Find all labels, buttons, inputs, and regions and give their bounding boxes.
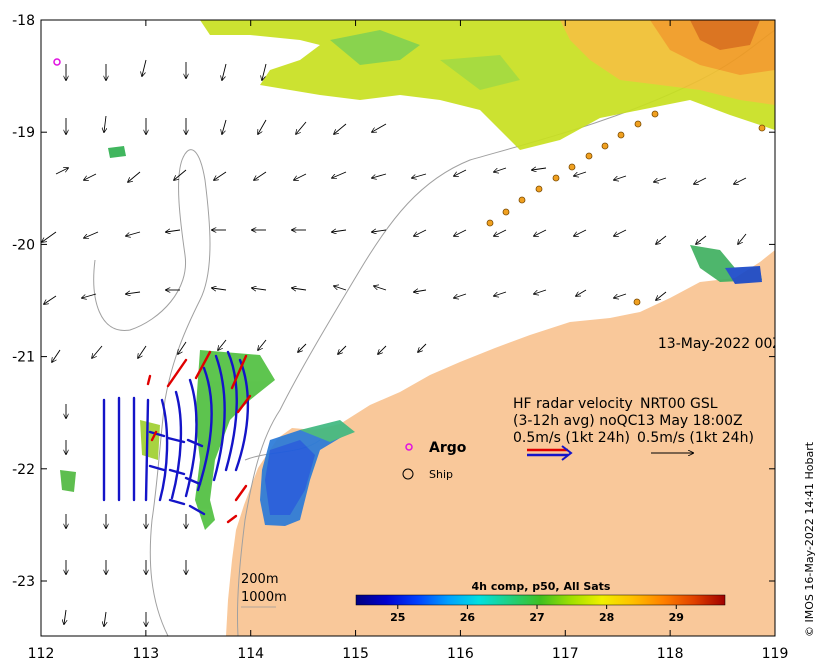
- colorbar-tick-label: 26: [460, 611, 476, 624]
- y-tick-label: -21: [12, 350, 35, 366]
- y-tick-label: -20: [12, 237, 35, 253]
- x-tick-label: 112: [28, 646, 55, 662]
- x-tick-label: 117: [552, 646, 579, 662]
- x-tick-label: 116: [447, 646, 474, 662]
- nrt-legend-time: 13 May 18:00Z: [637, 413, 743, 429]
- land-mass: [226, 250, 775, 636]
- colorbar-tick-label: 28: [599, 611, 614, 624]
- colorbar-tick-label: 29: [669, 611, 684, 624]
- y-tick-label: -18: [12, 13, 35, 29]
- radar-legend-speed: 0.5m/s (1kt 24h): [513, 430, 630, 446]
- argo-float-marker: [53, 58, 61, 66]
- y-axis: -18 -19 -20 -21 -22 -23: [12, 13, 775, 590]
- velocity-legend: HF radar velocity NRT00 GSL (3-12h avg) …: [402, 396, 754, 481]
- contour-200m-label: 200m: [241, 572, 278, 587]
- sst-colorbar: 4h comp, p50, All Sats 25 26 27 28 29: [355, 580, 726, 624]
- argo-legend-label: Argo: [429, 440, 467, 456]
- nrt-legend-title: NRT00 GSL: [640, 396, 718, 412]
- contour-1000m-label: 1000m: [241, 590, 287, 605]
- hf-radar-vectors: [102, 350, 252, 524]
- timestamp: 13-May-2022 00Z: [658, 336, 782, 352]
- y-tick-label: -23: [12, 574, 35, 590]
- ship-legend-label: Ship: [429, 468, 453, 481]
- colorbar-tick-label: 25: [390, 611, 405, 624]
- nrt-legend-speed: 0.5m/s (1kt 24h): [637, 430, 754, 446]
- x-tick-label: 118: [657, 646, 684, 662]
- ship-legend-marker: [402, 468, 414, 480]
- radar-legend-arrowhead: [561, 445, 573, 461]
- credit-strip: © IMOS 16-May-2022 14:41 Hobart: [803, 441, 816, 637]
- x-tick-label: 113: [132, 646, 159, 662]
- colorbar-title: 4h comp, p50, All Sats: [472, 580, 611, 593]
- colorbar-tick-label: 27: [529, 611, 544, 624]
- radar-legend-qc: (3-12h avg) noQC: [513, 413, 638, 429]
- x-axis: 112 113 114 115 116 117 118 119: [28, 20, 789, 662]
- y-tick-label: -22: [12, 462, 35, 478]
- x-tick-label: 114: [237, 646, 264, 662]
- radar-legend-title: HF radar velocity: [513, 396, 633, 412]
- y-tick-label: -19: [12, 125, 35, 141]
- colorbar-gradient: [355, 594, 726, 606]
- sst-satellite-data: [60, 20, 775, 530]
- x-tick-label: 119: [762, 646, 789, 662]
- x-tick-label: 115: [342, 646, 369, 662]
- argo-legend-marker: [405, 443, 413, 451]
- credit-text: © IMOS 16-May-2022 14:41 Hobart: [803, 441, 816, 637]
- ship-track: [486, 110, 766, 306]
- plot-frame: [40, 19, 776, 637]
- model-current-vectors: [42, 59, 747, 626]
